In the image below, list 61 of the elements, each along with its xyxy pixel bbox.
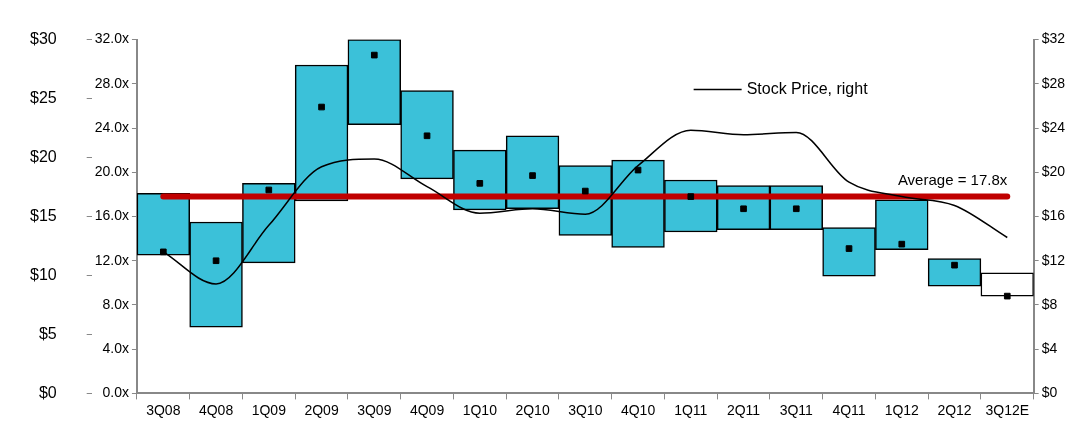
point xyxy=(792,205,800,213)
x-tick-label: 4Q10 xyxy=(620,401,656,418)
y3-tick-label: $30 xyxy=(29,30,57,48)
point xyxy=(845,245,853,252)
x-tick-label: 3Q10 xyxy=(568,401,603,418)
point xyxy=(476,180,484,187)
point xyxy=(318,103,325,111)
y2-tick-label: $4 xyxy=(1041,340,1058,357)
x-tick-label: 3Q11 xyxy=(779,401,814,418)
y3-tick-label: $25 xyxy=(29,88,57,106)
point xyxy=(951,261,958,269)
x-tick-label: 1Q10 xyxy=(462,401,498,418)
y2-tick-label: $8 xyxy=(1041,295,1058,312)
x-tick-label: 1Q12 xyxy=(884,401,920,418)
y2-tick-label: $20 xyxy=(1041,163,1066,180)
point xyxy=(265,186,273,194)
y3-tick-label: $15 xyxy=(29,206,57,224)
y2-tick-label: $24 xyxy=(1041,118,1066,135)
point xyxy=(634,166,642,174)
x-tick-label: 2Q09 xyxy=(304,401,339,418)
y2-tick-label: $0 xyxy=(1041,384,1058,401)
point xyxy=(898,240,906,248)
y2-tick-label: $16 xyxy=(1041,207,1066,224)
ref-line-label: Average = 17.8x xyxy=(897,171,1008,189)
y-tick-label: 28.0x xyxy=(94,74,129,91)
y-tick-label: 12.0x xyxy=(94,251,129,268)
x-tick-label: 3Q09 xyxy=(357,401,392,418)
y3-tick-label: $20 xyxy=(29,147,57,165)
x-tick-label: 2Q12 xyxy=(937,401,972,418)
x-tick-label: 1Q11 xyxy=(674,401,708,418)
y2-tick-label: $12 xyxy=(1041,251,1066,268)
y-tick-label: 0.0x xyxy=(102,384,129,401)
point xyxy=(212,257,220,265)
y-tick-label: 16.0x xyxy=(94,207,129,224)
y2-tick-label: $28 xyxy=(1041,74,1066,91)
y-tick-label: 20.0x xyxy=(94,163,129,180)
point xyxy=(581,187,589,195)
x-tick-label: 1Q09 xyxy=(251,401,287,418)
x-tick-label: 3Q08 xyxy=(146,401,181,418)
point xyxy=(529,172,536,179)
point xyxy=(1003,292,1011,300)
point xyxy=(159,248,167,256)
y3-tick-label: $0 xyxy=(38,383,57,401)
x-tick-label: 3Q12E xyxy=(985,401,1030,418)
point xyxy=(687,193,695,200)
y-tick-label: 32.0x xyxy=(94,30,129,47)
x-tick-label: 2Q10 xyxy=(515,401,550,418)
x-tick-label: 4Q08 xyxy=(198,401,234,418)
x-tick-label: 4Q11 xyxy=(832,401,866,418)
y-tick-label: 8.0x xyxy=(102,295,129,312)
y2-tick-label: $32 xyxy=(1041,30,1066,47)
y3-tick-label: $10 xyxy=(29,265,57,283)
x-tick-label: 4Q09 xyxy=(409,401,445,418)
point xyxy=(423,132,431,140)
y-tick-label: 24.0x xyxy=(94,118,129,135)
legend-label: Stock Price, right xyxy=(746,80,869,98)
point xyxy=(370,51,378,59)
y-tick-label: 4.0x xyxy=(102,340,129,357)
point xyxy=(740,205,747,213)
y3-tick-label: $5 xyxy=(38,324,57,342)
x-tick-label: 2Q11 xyxy=(726,401,761,418)
